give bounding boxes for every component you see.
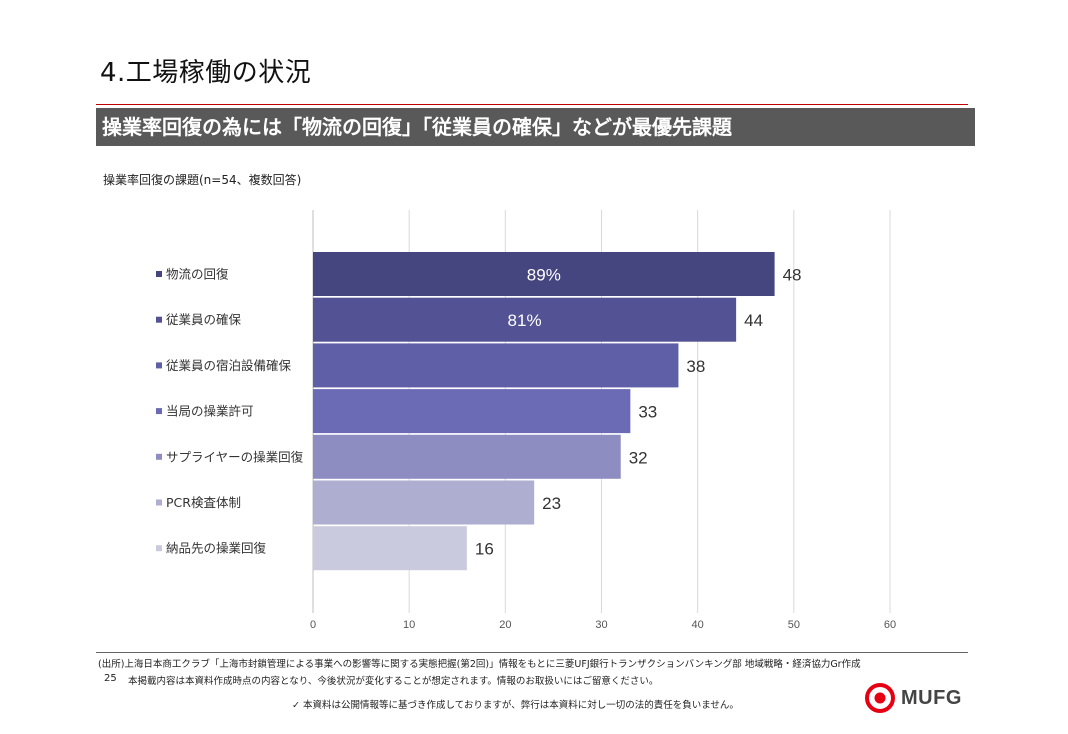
mufg-logo-mark-icon xyxy=(865,683,895,713)
value-label: 33 xyxy=(638,403,657,422)
bar xyxy=(313,297,737,342)
x-tick-label: 60 xyxy=(884,619,896,631)
category-label: 物流の回復 xyxy=(166,267,229,282)
content-note: 本掲載内容は本資料作成時点の内容となり、今後状況が変化することが想定されます。情… xyxy=(128,676,659,687)
source-note: (出所)上海日本商工クラブ「上海市封鎖管理による事業への影響等に関する実態把握(… xyxy=(98,659,861,670)
x-tick-label: 0 xyxy=(310,619,316,631)
bar xyxy=(313,526,467,571)
value-label: 16 xyxy=(475,540,494,559)
value-label: 38 xyxy=(686,357,705,376)
mufg-logo: MUFG xyxy=(865,683,962,713)
value-label: 32 xyxy=(629,448,648,467)
page-title: 4.工場稼働の状況 xyxy=(100,58,312,88)
percent-label: 89% xyxy=(527,266,561,285)
category-marker xyxy=(156,453,162,460)
bar-chart: 0 10 20 30 40 50 60 物流の回復 48 89% 従業員の確保 44 81% 従業員の宿泊… xyxy=(156,210,896,631)
disclaimer: ✓ 本資料は公開情報等に基づき作成しておりますが、弊行は本資料に対し一切の法的責… xyxy=(292,700,739,711)
title-divider xyxy=(96,104,968,105)
category-marker xyxy=(156,499,162,506)
value-label: 48 xyxy=(783,266,802,285)
x-tick-label: 20 xyxy=(499,619,511,631)
category-label: サプライヤーの操業回復 xyxy=(166,449,304,464)
mufg-logo-text: MUFG xyxy=(901,686,962,709)
category-marker xyxy=(156,362,162,369)
category-marker xyxy=(156,408,162,415)
bar xyxy=(313,343,679,388)
percent-label: 81% xyxy=(508,311,542,330)
page-number: 25 xyxy=(104,673,117,684)
bar xyxy=(313,434,621,479)
value-label: 23 xyxy=(542,494,561,513)
x-tick-label: 40 xyxy=(692,619,704,631)
bar xyxy=(313,480,535,525)
x-tick-label: 10 xyxy=(403,619,415,631)
category-label: 当局の操業許可 xyxy=(166,404,254,419)
x-tick-label: 50 xyxy=(788,619,800,631)
category-label: 納品先の操業回復 xyxy=(166,541,267,556)
category-label: PCR検査体制 xyxy=(166,495,241,510)
bar xyxy=(313,389,631,434)
category-marker xyxy=(156,271,162,277)
category-label: 従業員の確保 xyxy=(166,312,242,327)
chart-title: 操業率回復の課題(n=54、複数回答) xyxy=(103,173,302,187)
category-label: 従業員の宿泊設備確保 xyxy=(166,358,292,373)
category-marker xyxy=(156,545,162,552)
bar xyxy=(313,252,775,296)
value-label: 44 xyxy=(744,311,763,330)
footer-divider xyxy=(96,652,968,653)
x-tick-label: 30 xyxy=(595,619,607,631)
headline-banner: 操業率回復の為には「物流の回復」「従業員の確保」などが最優先課題 xyxy=(96,108,975,146)
category-marker xyxy=(156,316,162,323)
